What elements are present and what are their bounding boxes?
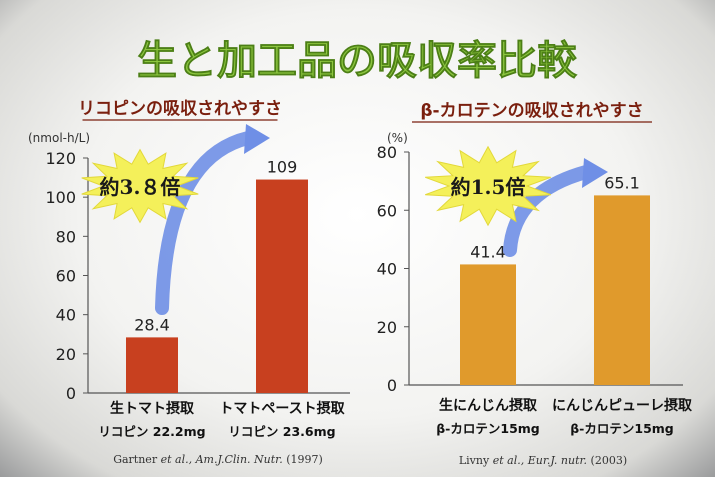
category-label: にんじんピューレ摂取	[552, 397, 693, 414]
bar-value-label: 41.4	[470, 242, 506, 261]
charts-layer: リコピンの吸収されやすさ (nmol-h/L) 0 20 40 60 80 100 120 28.…	[28, 99, 693, 467]
y-axis-unit: (nmol-h/L)	[28, 131, 90, 145]
category-label: トマトペースト摂取	[219, 400, 345, 417]
bar	[460, 264, 516, 385]
bar	[594, 195, 650, 385]
page-title: 生と加工品の吸収率比較	[137, 38, 578, 84]
source-citation: Gartner et al., Am.J.Clin. Nutr. (1997)	[113, 453, 323, 466]
category-sublabel: リコピン 22.2mg	[98, 424, 205, 439]
y-tick-label: 80	[56, 227, 76, 246]
category-label: 生トマト摂取	[110, 400, 195, 417]
growth-arrow-head	[244, 124, 270, 154]
category-label: 生にんじん摂取	[439, 397, 538, 414]
y-axis-unit: (%)	[387, 131, 408, 145]
burst-shape	[81, 148, 199, 224]
category-sublabel: リコピン 23.6mg	[228, 424, 335, 439]
y-tick-label: 60	[56, 267, 76, 286]
burst-shape	[425, 145, 551, 227]
bar	[126, 337, 178, 393]
category-sublabel: β-カロテン15mg	[436, 421, 540, 436]
y-tick-label: 0	[66, 384, 76, 403]
growth-arrow-head	[582, 158, 608, 188]
y-tick-label: 120	[45, 149, 76, 168]
bar-value-label: 109	[267, 158, 298, 177]
category-sublabel: β-カロテン15mg	[570, 421, 674, 436]
ratio-annotation: 約3.８倍	[100, 175, 181, 199]
y-tick-label: 40	[377, 260, 397, 279]
chart-title: リコピンの吸収されやすさ	[78, 99, 282, 119]
y-tick-label: 60	[377, 201, 397, 220]
bar-value-label: 65.1	[604, 173, 640, 192]
chart-1: リコピンの吸収されやすさ (nmol-h/L) 0 20 40 60 80 100 120 28.…	[28, 99, 350, 466]
bar	[256, 179, 308, 393]
y-tick-label: 20	[377, 318, 397, 337]
y-tick-label: 80	[377, 143, 397, 162]
source-citation: Livny et al., Eur.J. nutr. (2003)	[459, 454, 627, 467]
growth-arrow	[503, 165, 593, 257]
chart-title: β-カロテンの吸収されやすさ	[420, 101, 643, 121]
ratio-annotation: 約1.5倍	[451, 175, 526, 199]
y-tick-label: 0	[387, 376, 397, 395]
y-tick-label: 20	[56, 345, 76, 364]
y-tick-label: 40	[56, 306, 76, 325]
chart-2: β-カロテンの吸収されやすさ (%) 0 20 40 60 80 41.4 生にんじん摂取 β-カ…	[377, 101, 693, 467]
y-tick-label: 100	[45, 188, 76, 207]
bar-value-label: 28.4	[134, 315, 170, 334]
growth-arrow	[155, 131, 255, 315]
